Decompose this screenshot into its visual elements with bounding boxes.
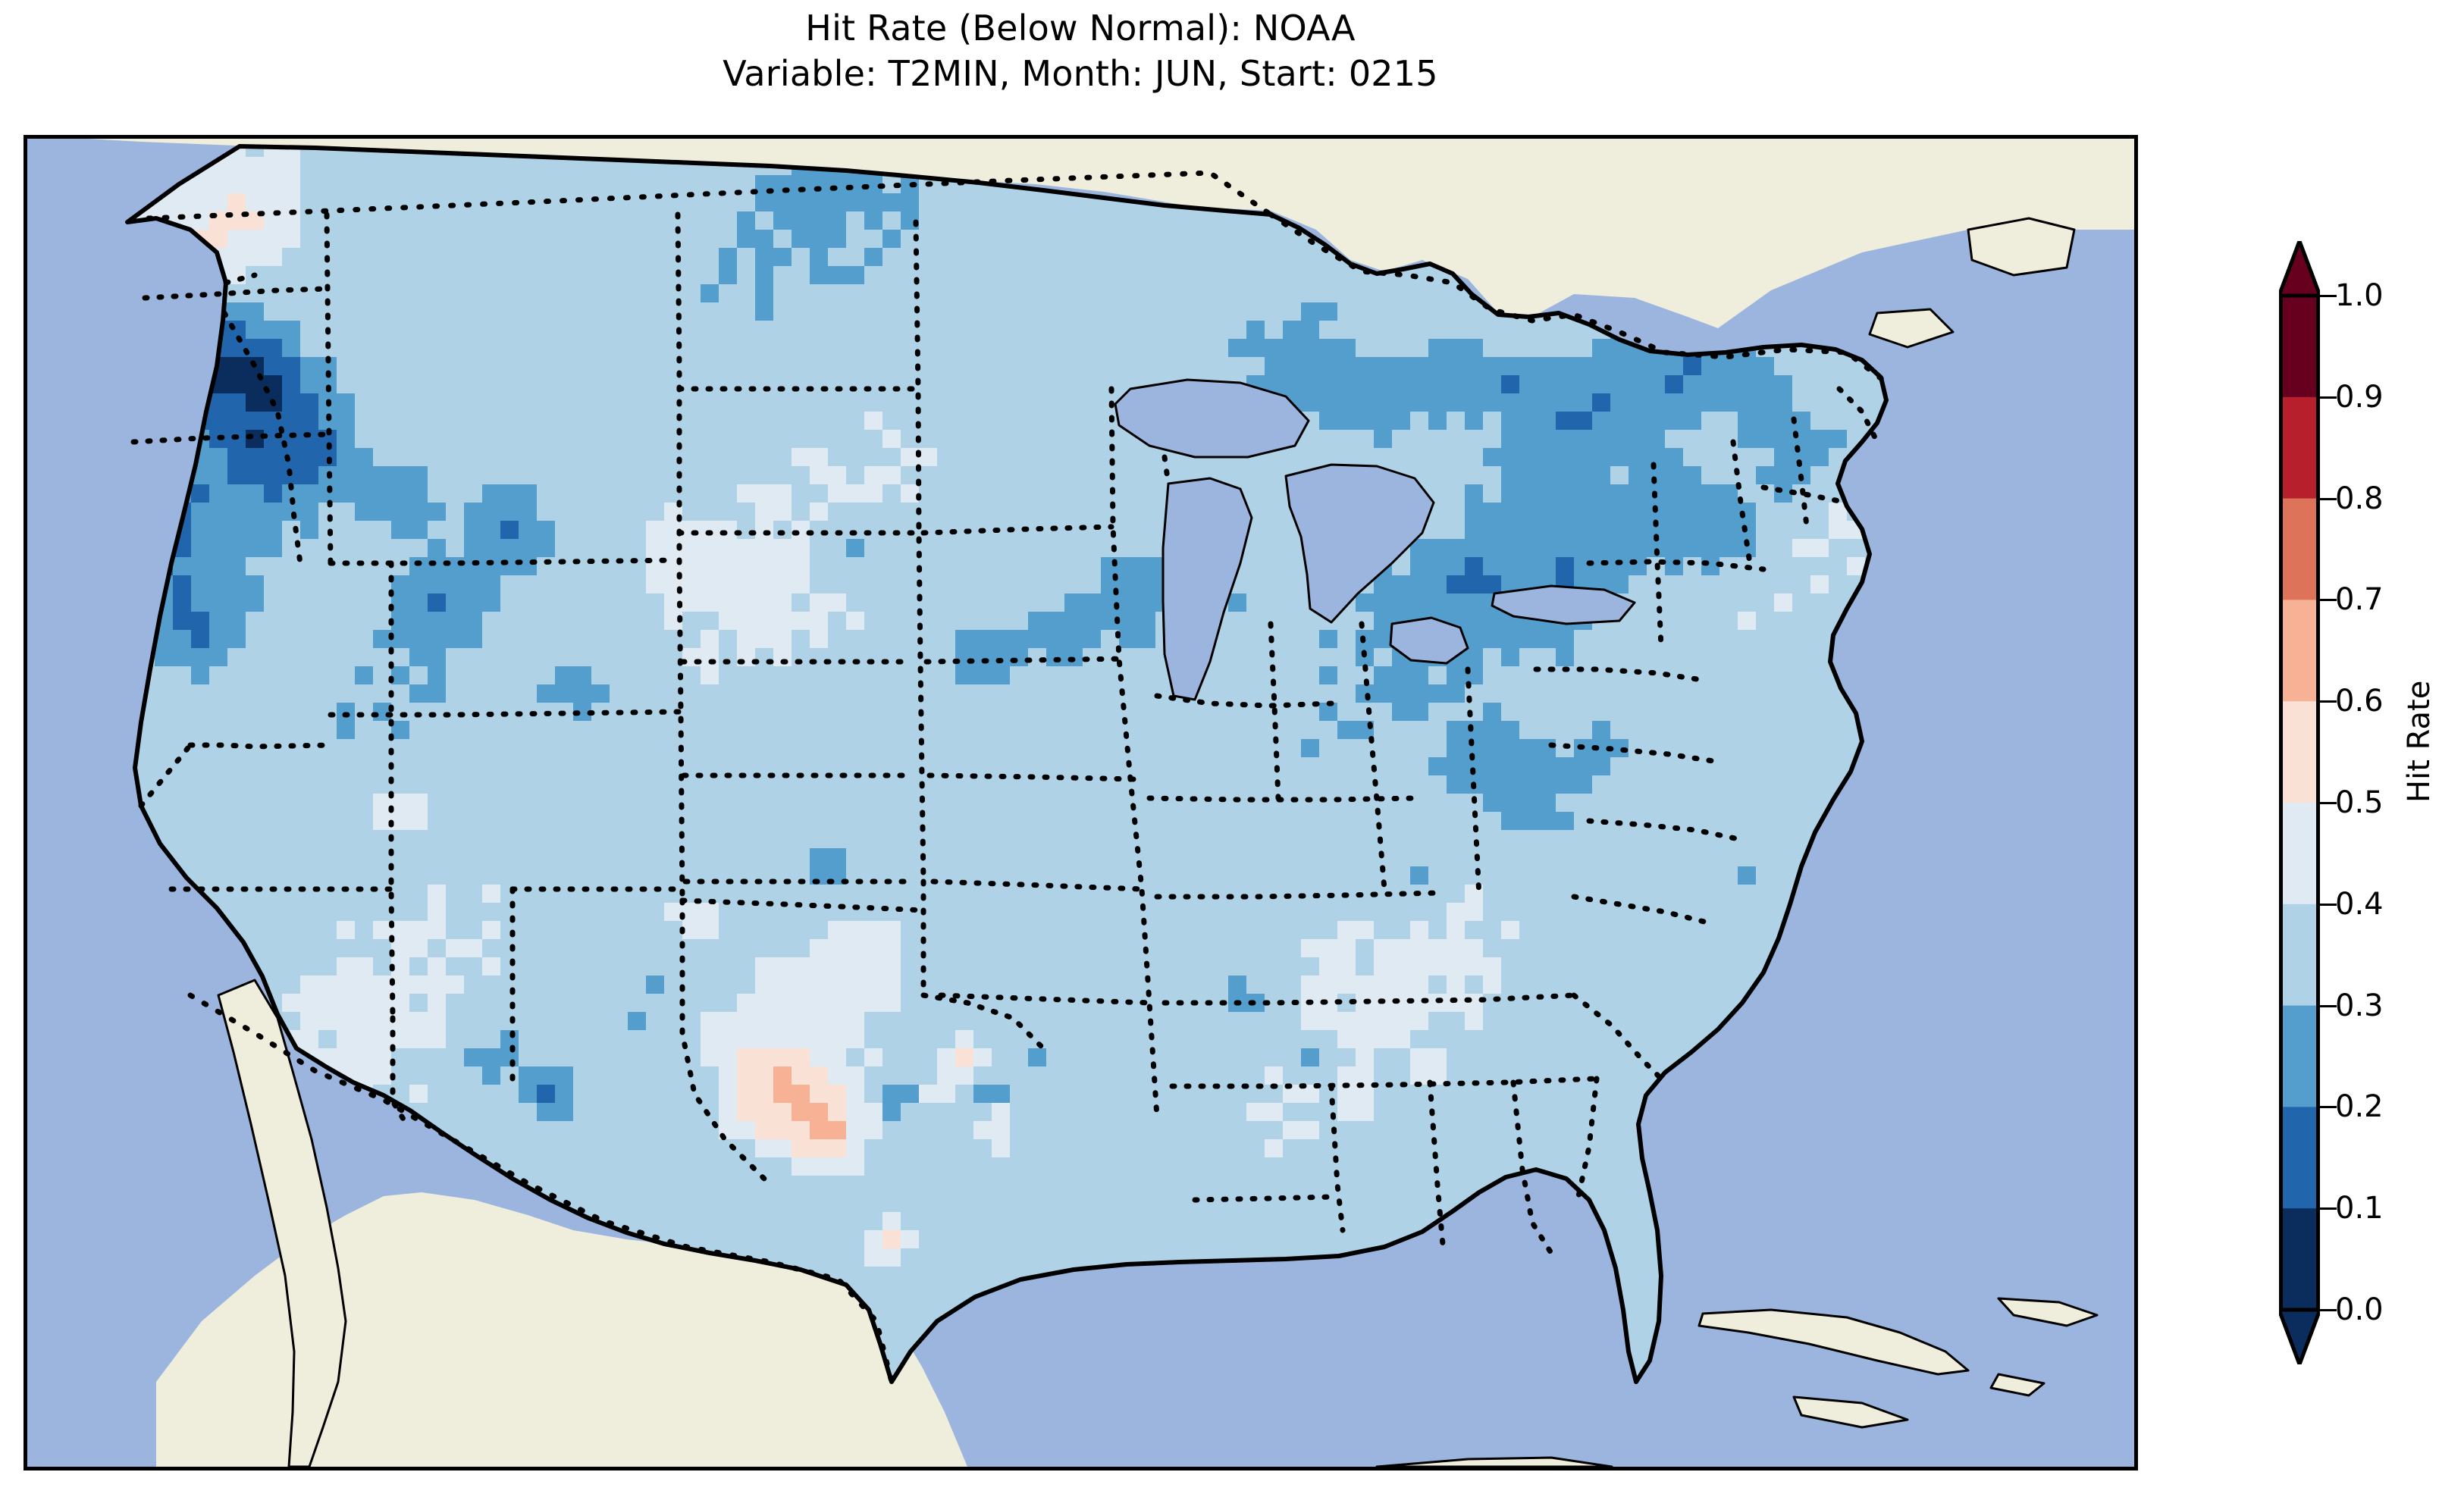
colorbar-tick-line [2320,295,2337,297]
colorbar-tick-line [2320,1207,2337,1211]
colorbar-tick-label: 0.3 [2335,988,2384,1023]
colorbar-gradient [2279,241,2320,1364]
colorbar-tick-line [2320,396,2337,399]
title-line-2: Variable: T2MIN, Month: JUN, Start: 0215 [723,52,1438,94]
colorbar-tick-label: 0.1 [2335,1191,2384,1226]
colorbar-tick-line [2320,497,2337,500]
map-canvas [27,139,2134,1467]
colorbar-tick-label: 0.7 [2335,582,2384,618]
colorbar-tick-line [2320,1309,2337,1311]
colorbar-tick-line [2320,802,2337,804]
colorbar-tick-label: 0.8 [2335,481,2384,516]
colorbar-tick-line [2320,903,2337,906]
colorbar-tick-line [2320,700,2337,703]
colorbar-axis-label: Hit Rate [2402,680,2437,803]
colorbar-tick-line [2320,1106,2337,1109]
map-plot-area [24,135,2138,1471]
colorbar-tick-label: 0.4 [2335,886,2384,922]
colorbar-tick-label: 0.6 [2335,684,2384,719]
colorbar-tick-label: 0.5 [2335,785,2384,820]
title-line-1: Hit Rate (Below Normal): NOAA [805,8,1356,49]
colorbar-tick-label: 0.9 [2335,379,2384,415]
colorbar-tick-line [2320,1004,2337,1007]
colorbar-tick-label: 0.0 [2335,1292,2384,1327]
colorbar-tick-line [2320,599,2337,602]
colorbar-tick-label: 0.2 [2335,1089,2384,1125]
colorbar: 1.0 0.9 0.8 0.7 0.6 0.5 0.4 0.3 0.2 0.1 0.0 [2279,241,2384,1364]
colorbar-tick-label: 1.0 [2335,278,2384,313]
page-title: Hit Rate (Below Normal): NOAA Variable: … [0,6,2161,97]
